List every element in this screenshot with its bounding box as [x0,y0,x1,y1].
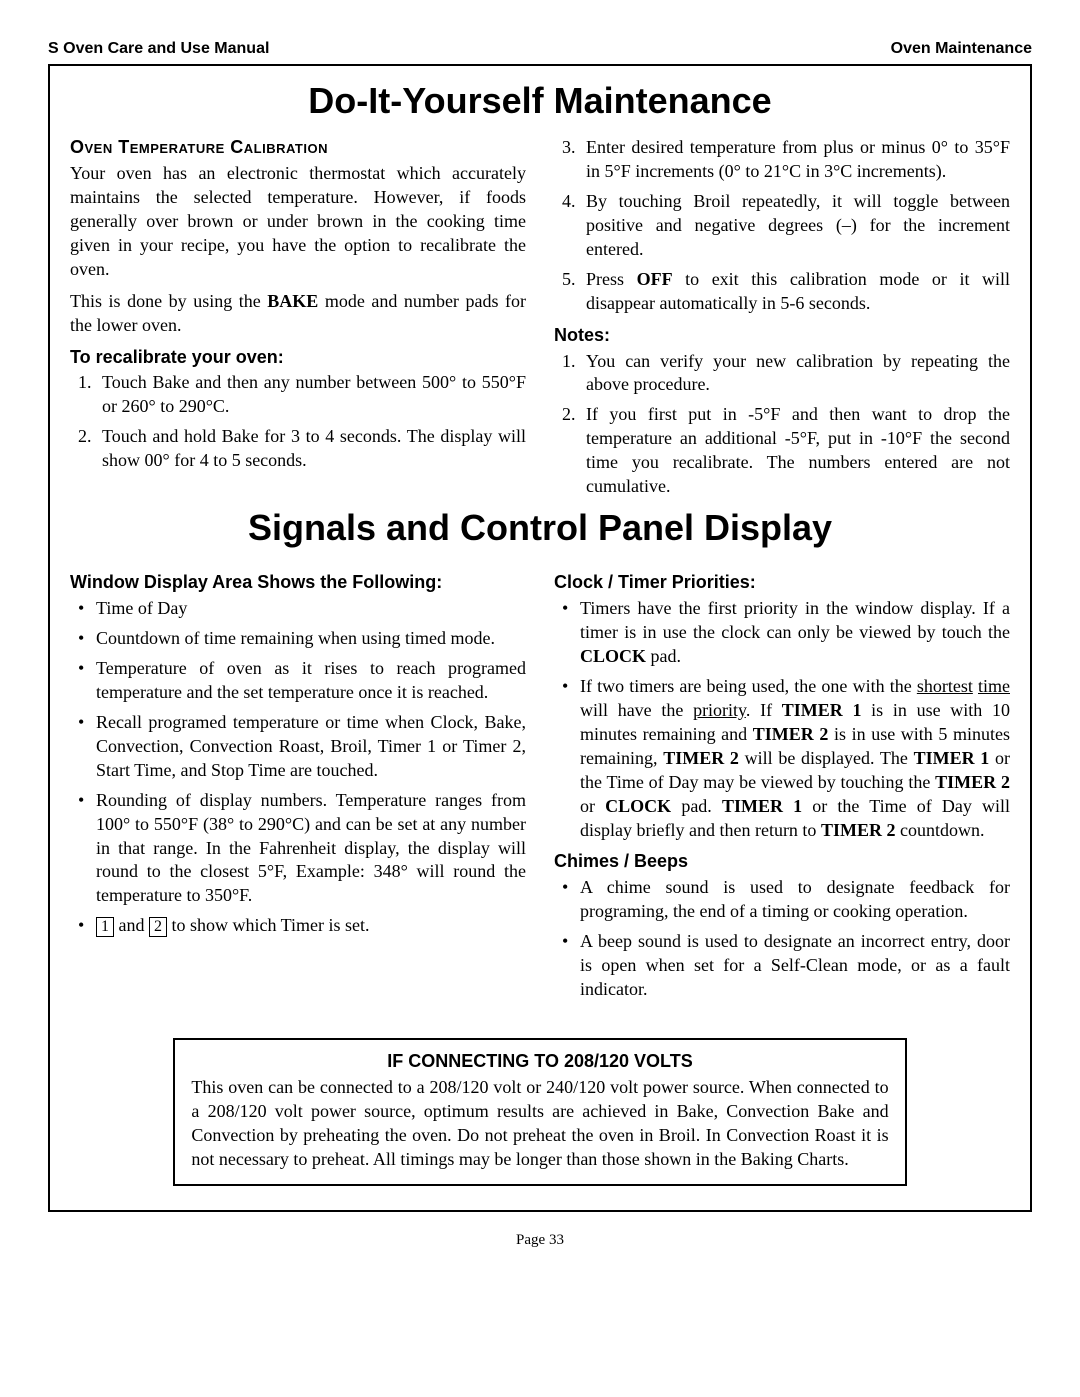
timer-box-1: 1 [96,917,114,937]
wd-item-6: 1 and 2 to show which Timer is set. [96,914,526,938]
heading-clock-timer: Clock / Timer Priorities: [554,571,1010,595]
list-notes: You can verify your new calibration by r… [554,350,1010,500]
list-recalibrate-right: Enter desired temperature from plus or m… [554,136,1010,316]
recal-step-1: Touch Bake and then any number between 5… [96,371,526,419]
wd-item-1: Time of Day [96,597,526,621]
callout-body: This oven can be connected to a 208/120 … [191,1076,888,1172]
note-1: You can verify your new calibration by r… [580,350,1010,398]
heading-window-display: Window Display Area Shows the Following: [70,571,526,595]
recal-step-3: Enter desired temperature from plus or m… [580,136,1010,184]
section-2-columns: Window Display Area Shows the Following:… [70,563,1010,1010]
heading-chimes: Chimes / Beeps [554,850,1010,874]
recal-step-4: By touching Broil repeatedly, it will to… [580,190,1010,262]
recal-step-2: Touch and hold Bake for 3 to 4 seconds. … [96,425,526,473]
list-recalibrate-left: Touch Bake and then any number between 5… [70,371,526,473]
page-headers: S Oven Care and Use Manual Oven Maintena… [48,40,1032,58]
list-window-display: Time of Day Countdown of time remaining … [70,597,526,938]
ct-item-1: Timers have the first priority in the wi… [580,597,1010,669]
main-frame: Do-It-Yourself Maintenance Oven Temperat… [48,64,1032,1212]
col-left-1: Oven Temperature Calibration Your oven h… [70,136,526,507]
ct-item-2: If two timers are being used, the one wi… [580,675,1010,843]
list-chimes: A chime sound is used to designate feedb… [554,876,1010,1002]
wd-item-2: Countdown of time remaining when using t… [96,627,526,651]
col-right-2: Clock / Timer Priorities: Timers have th… [554,563,1010,1010]
note-2: If you first put in -5°F and then want t… [580,403,1010,499]
subhead-recalibrate: To recalibrate your oven: [70,346,526,370]
page-footer: Page 33 [48,1232,1032,1249]
subhead-notes: Notes: [554,324,1010,348]
recal-step-5: Press OFF to exit this calibration mode … [580,268,1010,316]
title-signals: Signals and Control Panel Display [70,507,1010,549]
col-right-1: Enter desired temperature from plus or m… [554,136,1010,507]
col-left-2: Window Display Area Shows the Following:… [70,563,526,1010]
para-calibration-intro: Your oven has an electronic thermostat w… [70,162,526,282]
chime-item-1: A chime sound is used to designate feedb… [580,876,1010,924]
callout-voltage: IF CONNECTING TO 208/120 VOLTS This oven… [173,1038,906,1186]
header-left: S Oven Care and Use Manual [48,40,269,58]
title-maintenance: Do-It-Yourself Maintenance [70,80,1010,122]
chime-item-2: A beep sound is used to designate an inc… [580,930,1010,1002]
callout-title: IF CONNECTING TO 208/120 VOLTS [191,1050,888,1074]
wd-item-3: Temperature of oven as it rises to reach… [96,657,526,705]
page: S Oven Care and Use Manual Oven Maintena… [0,0,1080,1279]
section-1-columns: Oven Temperature Calibration Your oven h… [70,136,1010,507]
header-right: Oven Maintenance [891,40,1032,58]
wd-item-5: Rounding of display numbers. Temperature… [96,789,526,909]
timer-box-2: 2 [149,917,167,937]
wd-item-4: Recall programed temperature or time whe… [96,711,526,783]
para-bake-mode: This is done by using the BAKE mode and … [70,290,526,338]
heading-calibration: Oven Temperature Calibration [70,136,526,160]
list-clock-timer: Timers have the first priority in the wi… [554,597,1010,842]
